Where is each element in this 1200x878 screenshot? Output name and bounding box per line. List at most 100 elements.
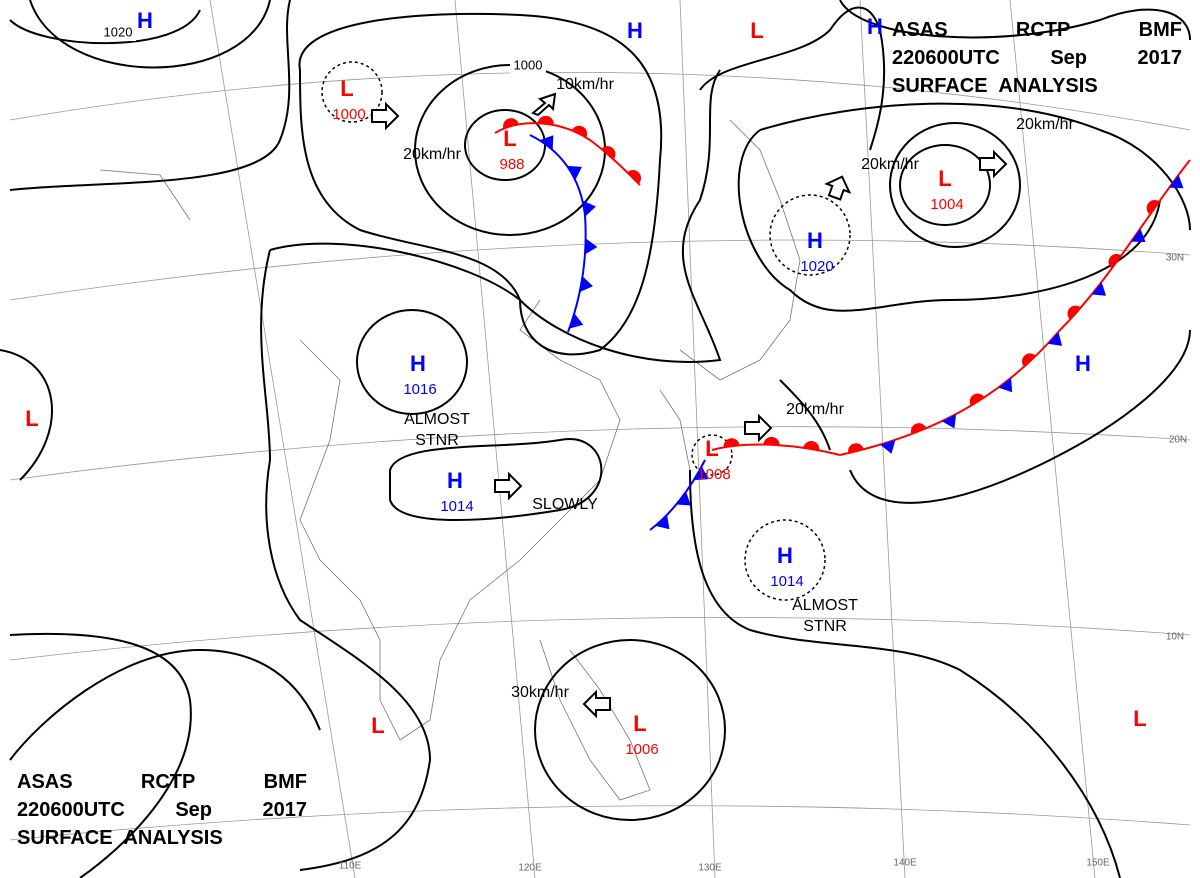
latitude-label: 10N: [1166, 632, 1184, 643]
warm-front-symbol: [1146, 200, 1160, 215]
warm-front: [494, 122, 641, 186]
motion-annotation: ALMOST: [404, 411, 470, 428]
motion-annotation: 20km/hr: [861, 156, 919, 173]
center-pressure: 1006: [625, 741, 658, 758]
center-symbol: H: [777, 543, 793, 568]
motion-annotation: SLOWLY: [532, 496, 598, 513]
center-symbol: L: [705, 436, 718, 461]
cold-front-symbol: [655, 515, 670, 530]
warm-front: [711, 443, 841, 456]
header-top: ASAS RCTP BMF 220600UTC Sep 2017 SURFACE ANA…: [892, 16, 1182, 100]
cold-front-symbol: [539, 135, 554, 150]
latitude-label: 30N: [1166, 253, 1184, 264]
header-word: ASAS: [892, 19, 948, 41]
warm-front-symbol: [601, 146, 616, 160]
cold-front: [529, 134, 587, 333]
cold-front-symbol: [693, 466, 709, 481]
motion-annotation: 30km/hr: [511, 684, 569, 701]
warm-front-symbol: [910, 423, 927, 435]
center-symbol: H: [410, 351, 426, 376]
center-symbol: L: [1133, 706, 1146, 731]
header-word: BMF: [263, 771, 307, 793]
center-pressure: 1008: [697, 466, 730, 483]
graticule: [9, 0, 1191, 878]
cold-front-symbol: [880, 439, 896, 454]
longitude-label: 130E: [698, 863, 722, 874]
motion-annotation: 20km/hr: [403, 146, 461, 163]
center-symbol: H: [137, 8, 153, 33]
motion-annotation: ALMOST: [792, 597, 858, 614]
header-word: 220600UTC: [17, 799, 125, 821]
header-word: 2017: [262, 799, 308, 821]
center-symbol: H: [807, 228, 823, 253]
header-word: Sep: [1050, 47, 1088, 69]
motion-annotation: STNR: [415, 432, 459, 449]
longitude-label: 120E: [518, 863, 542, 874]
warm-front-symbol: [1022, 353, 1036, 367]
warm-front-symbol: [969, 393, 985, 406]
header-bottom: ASAS RCTP BMF 220600UTC Sep 2017 SURFACE ANA…: [17, 768, 307, 852]
center-pressure: 1020: [800, 258, 833, 275]
longitude-label: 140E: [893, 858, 917, 869]
center-symbol: H: [447, 468, 463, 493]
isobar-label: 1020: [104, 24, 133, 39]
motion-annotation: 20km/hr: [1016, 116, 1074, 133]
center-symbol: L: [503, 126, 516, 151]
cold-front-symbol: [582, 200, 596, 217]
cold-front: [649, 459, 706, 531]
warm-front-symbol: [627, 170, 642, 184]
center-pressure: 988: [499, 156, 524, 173]
motion-arrows: [371, 92, 1008, 719]
header-word: 2017: [1137, 47, 1183, 69]
warm-front-symbol: [503, 118, 519, 129]
cold-front-symbol: [676, 491, 691, 506]
center-symbol: L: [371, 713, 384, 738]
cold-front-symbol: [1047, 331, 1063, 346]
isobar-label-bg: [510, 58, 546, 74]
center-symbol: H: [867, 14, 883, 39]
cold-front-symbol: [569, 313, 584, 329]
coastlines: [99, 119, 801, 801]
center-pressure: 1014: [770, 573, 803, 590]
cold-front-symbol: [584, 238, 598, 255]
cold-front-symbol: [1091, 281, 1107, 296]
center-symbol: H: [1075, 351, 1091, 376]
center-symbol: L: [25, 406, 38, 431]
header-word: Sep: [175, 799, 213, 821]
longitude-label: 150E: [1086, 858, 1110, 869]
isobar-label: 1000: [514, 57, 543, 72]
latitude-label: 20N: [1169, 435, 1187, 446]
center-pressure: 1000: [332, 106, 365, 123]
motion-annotation: STNR: [803, 618, 847, 635]
center-symbol: L: [750, 18, 763, 43]
motion-annotation: 10km/hr: [556, 76, 614, 93]
center-pressure: 1016: [403, 381, 436, 398]
warm-front-symbol: [537, 115, 554, 125]
header-word: ASAS: [17, 771, 73, 793]
cold-front-symbol: [579, 276, 593, 293]
header-word: 220600UTC: [892, 47, 1000, 69]
longitude-label: 110E: [339, 861, 362, 872]
warm-front-symbol: [803, 441, 820, 451]
warm-front-symbol: [572, 125, 588, 138]
motion-annotation: 20km/hr: [786, 401, 844, 418]
center-pressure: 1004: [930, 196, 963, 213]
header-word: BMF: [1138, 19, 1182, 41]
warm-front-symbol: [848, 443, 864, 454]
cold-front-symbol: [1169, 174, 1184, 189]
center-symbol: L: [340, 76, 353, 101]
warm-front-symbol: [1067, 305, 1081, 320]
warm-front-symbol: [763, 436, 780, 446]
header-line: SURFACE ANALYSIS: [892, 75, 1098, 97]
center-symbol: H: [627, 18, 643, 43]
header-word: RCTP: [140, 771, 196, 793]
warm-front-symbol: [1108, 253, 1122, 269]
isobar-label-bg: [100, 25, 136, 41]
cold-front-symbol: [1131, 228, 1146, 242]
center-symbol: L: [633, 711, 646, 736]
cold-front-symbol: [941, 414, 957, 429]
